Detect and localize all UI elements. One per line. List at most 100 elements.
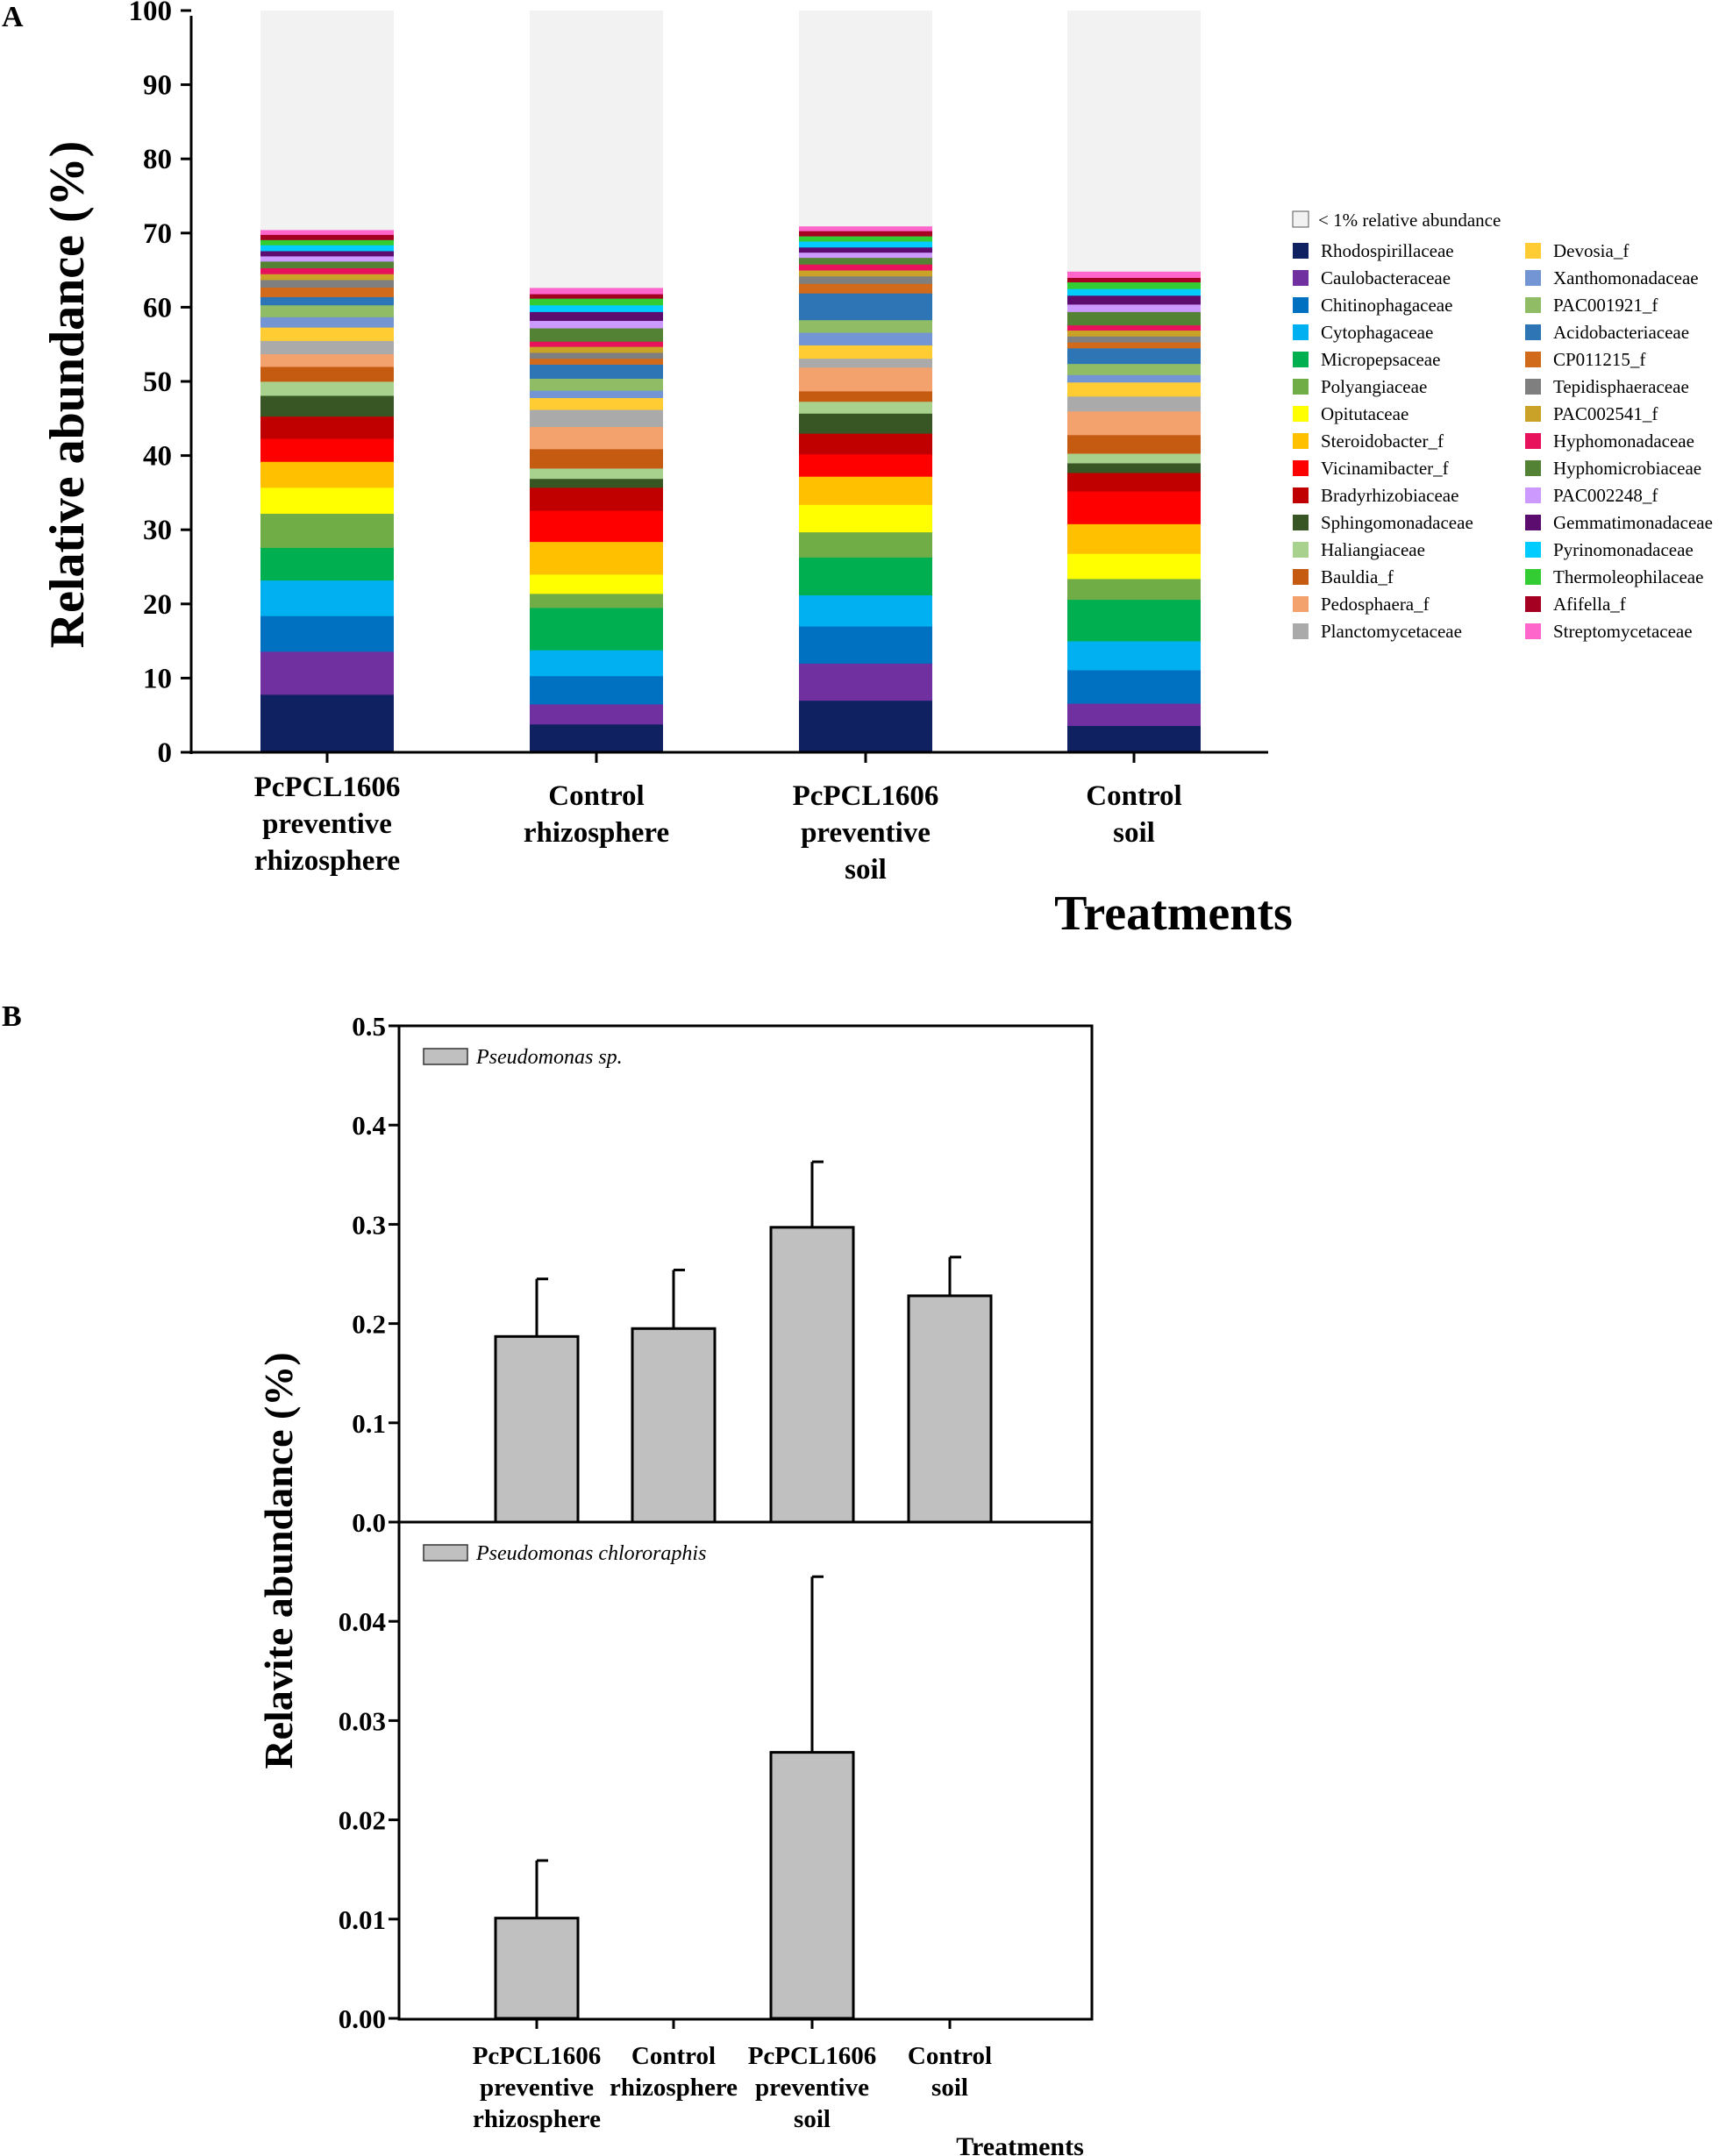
bar-segment-pedosphaera-f-4: [1067, 410, 1201, 436]
bar-segment-polyangiaceae-1: [260, 513, 394, 548]
legend-swatch-chitinophagaceae: [1293, 297, 1309, 313]
bar-segment-acidobacteriaceae-3: [799, 293, 932, 321]
bar-segment-bradyrhizobiaceae-1: [260, 416, 394, 439]
legend-label-steroidobacter-f: Steroidobacter_f: [1321, 430, 1444, 452]
legend-swatch-hyphomonadaceae: [1525, 433, 1541, 449]
legend-swatch-streptomycetaceae: [1525, 623, 1541, 639]
y-tick-label-50: 50: [143, 366, 172, 398]
legend-swatch-pac002248-f: [1525, 487, 1541, 503]
bar-segment-opitutaceae-4: [1067, 553, 1201, 580]
bar-segment-sphingomonadaceae-2: [530, 478, 663, 488]
legend-label-cytophagaceae: Cytophagaceae: [1321, 322, 1433, 343]
bar-segment-thermoleophilaceae-1: [260, 239, 394, 245]
b1-y-tick-label-0.5: 0.5: [352, 1011, 386, 1042]
b2-y-tick-label-0.02: 0.02: [339, 1805, 386, 1836]
bar-segment-planctomycetaceae-1: [260, 340, 394, 355]
b2-bar-1: [494, 1917, 580, 2020]
bar-segment-hyphomicrobiaceae-4: [1067, 311, 1201, 326]
bar-segment-cp011215-f-4: [1067, 342, 1201, 349]
panel-a: A 0 10 20 30 40 50 60 70 80 90 100 PcPCL1606 preven…: [2, 0, 1713, 941]
y-tick-label-60: 60: [143, 292, 172, 324]
legend-label-bradyrhizobiaceae: Bradyrhizobiaceae: [1321, 485, 1458, 506]
bar-segment-bradyrhizobiaceae-2: [530, 487, 663, 511]
legend-swatch-rhodospirillaceae: [1293, 243, 1309, 259]
b1-bar-3: [769, 1226, 855, 1524]
y-tick-label-0: 0: [158, 737, 173, 769]
x-tick-label-4-2: soil: [1113, 817, 1155, 849]
panel-b-bars: [494, 1160, 993, 2020]
panel-b-legends: Pseudomonas sp. Pseudomonas chlororaphis: [423, 1046, 706, 1565]
bar-segment-hyphomicrobiaceae-2: [530, 328, 663, 342]
bar-segment-hyphomicrobiaceae-1: [260, 260, 394, 268]
bar-segment-pac002541-f-3: [799, 270, 932, 277]
legend-label-pac001921-f: PAC001921_f: [1553, 295, 1658, 316]
legend-label-tepidisphaeraceae: Tepidisphaeraceae: [1553, 376, 1689, 397]
bar-segment-chitinophagaceae-4: [1067, 670, 1201, 704]
bar-segment-cytophagaceae-4: [1067, 641, 1201, 671]
b1-y-tick-label-0.3: 0.3: [352, 1209, 386, 1240]
bar-segment-xanthomonadaceae-1: [260, 317, 394, 328]
bar-segment-sphingomonadaceae-1: [260, 395, 394, 417]
bar-segment-chitinophagaceae-3: [799, 626, 932, 664]
x-tick-label-3-2: preventive: [801, 817, 931, 849]
legend-label-sphingomonadaceae: Sphingomonadaceae: [1321, 512, 1473, 533]
legend-swatch-sphingomonadaceae: [1293, 515, 1309, 530]
bar-segment-streptomycetaceae-3: [799, 226, 932, 231]
bar-segment-opitutaceae-1: [260, 487, 394, 514]
bar-segment-gemmatimonadaceae-2: [530, 311, 663, 322]
b-x-tick-label-1-2: preventive: [480, 2074, 594, 2102]
panel-a-legend: < 1% relative abundance Rhodospirillaceae…: [1292, 210, 1713, 642]
bar-segment-pac002541-f-4: [1067, 330, 1201, 337]
bar-segment-pac001921-f-1: [260, 304, 394, 317]
bar-segment-pac002248-f-4: [1067, 304, 1201, 312]
bar-segment-cytophagaceae-3: [799, 594, 932, 627]
legend-swatch-planctomycetaceae: [1293, 623, 1309, 639]
panel-b-y-axis-label: Relavite abundance (%): [256, 1352, 301, 1768]
bar-segment-streptomycetaceae-2: [530, 288, 663, 295]
bar-segment-pyrinomonadaceae-3: [799, 241, 932, 248]
x-tick-label-3-3: soil: [845, 854, 887, 886]
bar-segment-thermoleophilaceae-2: [530, 298, 663, 306]
bar-segment-steroidobacter-f-1: [260, 461, 394, 488]
panel-b-label: B: [2, 1000, 22, 1033]
bar-segment-afifella-f-1: [260, 234, 394, 240]
b1-bar-2: [631, 1327, 717, 1524]
bar-segment-haliangiaceae-3: [799, 401, 932, 414]
bar-segment-acidobacteriaceae-1: [260, 296, 394, 306]
b2-y-tick-label-0.01: 0.01: [339, 1904, 386, 1935]
panel-b-x-tick-labels: PcPCL1606 preventive rhizosphere Control rhi…: [473, 2018, 992, 2133]
bar-segment-xanthomonadaceae-3: [799, 332, 932, 345]
bar-segment-acidobacteriaceae-2: [530, 364, 663, 380]
bar-segment-vicinamibacter-f-1: [260, 438, 394, 462]
legend-label-remainder: < 1% relative abundance: [1318, 210, 1501, 231]
bar-segment-cytophagaceae-2: [530, 650, 663, 677]
bar-segment-polyangiaceae-3: [799, 531, 932, 558]
bar-segment-rhodospirillaceae-4: [1067, 725, 1201, 753]
bar-segment-micropepsaceae-4: [1067, 599, 1201, 642]
bar-segment-polyangiaceae-4: [1067, 579, 1201, 601]
b1-bar-1: [494, 1334, 580, 1524]
b2-y-tick-label-0.03: 0.03: [339, 1705, 386, 1736]
bar-segment-devosia-f-3: [799, 345, 932, 359]
bar-segment-haliangiaceae-2: [530, 467, 663, 480]
b1-bar-4: [907, 1294, 993, 1524]
y-tick-label-70: 70: [143, 218, 172, 250]
legend-swatch-vicinamibacter-f: [1293, 460, 1309, 476]
legend-label-vicinamibacter-f: Vicinamibacter_f: [1321, 458, 1449, 479]
bar-segment-streptomycetaceae-4: [1067, 271, 1201, 278]
legend-swatch-pyrinomonadaceae: [1525, 542, 1541, 558]
bar-segment-rhodospirillaceae-3: [799, 700, 932, 753]
bar-segment-bauldia-f-4: [1067, 434, 1201, 454]
b-x-tick-label-2-1: Control: [631, 2042, 716, 2070]
bar-segment-rhodospirillaceae-2: [530, 723, 663, 753]
legend-swatch-cp011215-f: [1525, 352, 1541, 367]
bar-segment-afifella-f-3: [799, 231, 932, 237]
bar-segment-sphingomonadaceae-4: [1067, 463, 1201, 473]
legend-swatch-steroidobacter-f: [1293, 433, 1309, 449]
b2-y-tick-label-0.00: 0.00: [339, 2003, 386, 2034]
panel-a-x-tick-labels: PcPCL1606 preventive rhizosphere Control rhi…: [254, 752, 1182, 886]
bar-segment-pac001921-f-2: [530, 378, 663, 391]
legend-label-afifella-f: Afifella_f: [1553, 594, 1626, 615]
legend-swatch-pedosphaera-f: [1293, 596, 1309, 612]
bar-segment-caulobacteraceae-2: [530, 704, 663, 725]
